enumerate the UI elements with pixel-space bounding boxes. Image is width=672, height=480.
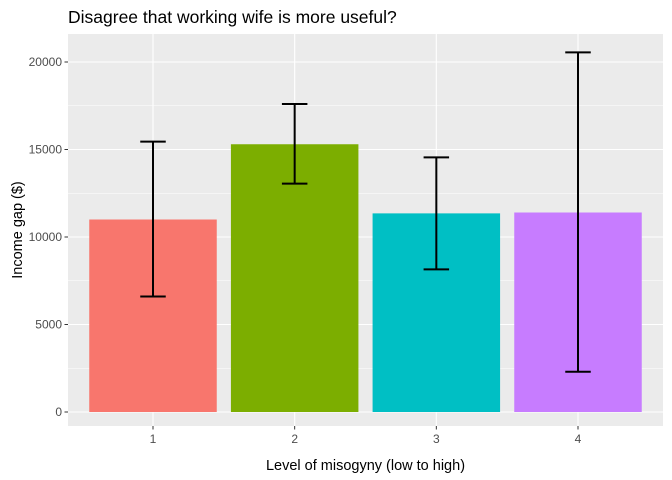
y-tick-label: 20000 xyxy=(29,55,63,69)
errorbars-group xyxy=(140,51,591,373)
errorbar-2 xyxy=(281,103,308,185)
errorbar-3 xyxy=(423,156,450,271)
errorbar-1 xyxy=(140,140,166,298)
x-tick-label: 4 xyxy=(575,432,582,446)
x-tick-label: 3 xyxy=(433,432,440,446)
errorbar-4 xyxy=(565,51,591,373)
bar-2 xyxy=(230,144,359,412)
x-axis-title: Level of misogyny (low to high) xyxy=(266,458,465,474)
y-tick-label: 5000 xyxy=(35,318,62,332)
y-tick-label: 0 xyxy=(55,405,62,419)
y-axis: 0 5000 10000 15000 20000 xyxy=(29,55,68,419)
x-tick-label: 1 xyxy=(150,432,157,446)
chart-title: Disagree that working wife is more usefu… xyxy=(68,7,397,27)
x-tick-label: 2 xyxy=(291,432,298,446)
y-tick-label: 10000 xyxy=(29,230,63,244)
y-axis-title: Income gap ($) xyxy=(10,181,26,279)
y-tick-label: 15000 xyxy=(29,143,63,157)
x-axis: 1 2 3 4 xyxy=(150,426,582,446)
